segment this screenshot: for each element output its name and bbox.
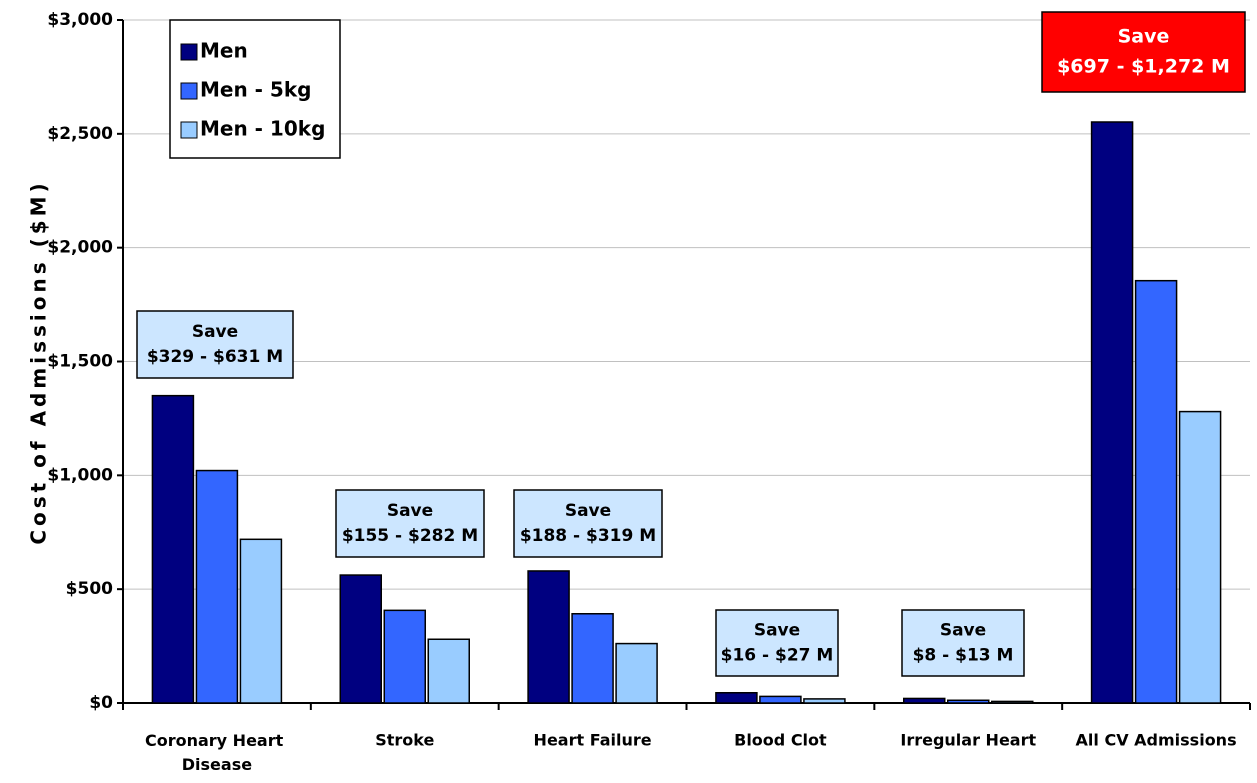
annotation-text: $697 - $1,272 M [1057,56,1230,78]
bar [151,394,195,704]
annotation-text: $329 - $631 M [147,347,283,367]
y-axis-label: Cost of Admissions ($M) [27,179,51,544]
annotation-box [513,489,663,558]
y-tick-label: $2,500 [47,124,113,144]
bar [427,638,470,704]
legend-swatch [180,43,198,61]
legend-label: Men [200,39,248,63]
bar [339,574,382,704]
legend-box [169,19,341,159]
annotation-text: $16 - $27 M [721,646,834,666]
annotation-box [335,489,485,558]
legend-label: Men - 5kg [200,78,311,102]
bar [239,538,283,704]
bar [759,695,802,704]
bar [527,570,570,704]
x-tick-label: Blood Clot [734,731,827,750]
bar [991,700,1034,704]
y-tick-label: $500 [66,579,113,599]
x-tick-label: Coronary Heart Disease [145,731,289,774]
y-tick-label: $1,000 [47,465,113,485]
y-tick-label: $0 [89,693,113,713]
annotation-text: Save [940,621,986,641]
y-tick-label: $3,000 [47,10,113,30]
bar [1090,121,1134,704]
x-tick-label-line: Coronary Heart [145,731,289,750]
y-tick-label: $1,500 [47,352,113,372]
bar [715,692,758,704]
x-tick-label: Irregular Heart [900,731,1036,750]
annotation-box [136,310,294,379]
annotation-text: $8 - $13 M [913,646,1014,666]
annotation-text: Save [1118,26,1170,48]
bar [947,699,990,704]
y-tick-label: $2,000 [47,238,113,258]
legend-label: Men - 10kg [200,117,325,141]
bar [195,469,239,704]
bar [1134,279,1178,704]
bar [803,698,846,704]
annotation-text: Save [565,501,611,521]
annotation-text: Save [192,322,238,342]
annotation-text: $155 - $282 M [342,526,478,546]
bar [615,642,658,704]
legend-swatch [180,82,198,100]
x-tick-label: All CV Admissions [1076,731,1237,750]
x-tick-label: Stroke [375,731,434,750]
bar [903,697,946,704]
bar [383,609,426,704]
x-tick-label: Heart Failure [534,731,652,750]
annotation-text: Save [754,621,800,641]
annotation-box [1041,11,1246,93]
annotation-text: $188 - $319 M [520,526,656,546]
annotation-box [715,609,839,677]
bar [571,613,614,704]
legend-swatch [180,121,198,139]
x-tick-label-line: Disease [182,755,252,774]
bar [1178,410,1222,704]
annotation-box [901,609,1025,677]
annotation-text: Save [387,501,433,521]
